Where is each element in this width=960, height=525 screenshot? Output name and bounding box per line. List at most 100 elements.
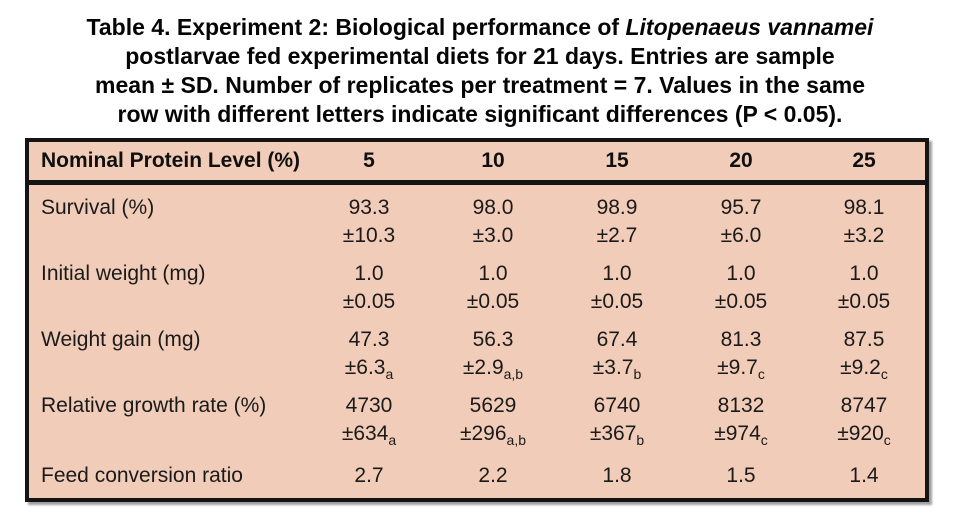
- header-label: Nominal Protein Level (%): [27, 140, 307, 185]
- table-cell: 6740 ±367b: [555, 383, 679, 449]
- caption-line-1: Table 4. Experiment 2: Biological perfor…: [0, 13, 960, 42]
- cell-mean: 95.7: [720, 196, 762, 219]
- row-label: Feed conversion ratio: [41, 464, 243, 487]
- header-col-10: 10: [431, 140, 555, 185]
- significance-letter: a,b: [506, 432, 527, 449]
- table-cell: 1.4: [803, 449, 927, 500]
- row-label: Survival (%): [41, 196, 155, 219]
- table-cell: 1.0 ±0.05: [431, 251, 555, 317]
- table-cell: 1.0 ±0.05: [803, 251, 927, 317]
- table-cell: 98.9 ±2.7: [555, 183, 679, 252]
- table-cell: 81.3 ±9.7c: [679, 317, 803, 383]
- cell-sd: ±2.7: [596, 224, 638, 247]
- significance-letter: a,b: [503, 366, 524, 383]
- table-cell: 8747 ±920c: [803, 383, 927, 449]
- row-label: Relative growth rate (%): [41, 394, 267, 417]
- cell-sd: ±296: [459, 422, 507, 445]
- cell-sd: ±3.2: [843, 224, 885, 247]
- significance-letter: b: [636, 432, 645, 449]
- cell-mean: 87.5: [843, 328, 885, 351]
- caption-line-4: row with different letters indicate sign…: [117, 101, 843, 127]
- significance-letter: b: [633, 366, 642, 383]
- table-cell: 1.0 ±0.05: [307, 251, 431, 317]
- row-label: Initial weight (mg): [41, 262, 206, 285]
- cell-sd: ±10.3: [342, 224, 396, 247]
- cell-sd-line: ±3.0: [432, 222, 554, 250]
- cell-mean: 1.0: [354, 262, 384, 285]
- cell-sd-line: ±3.7b: [556, 354, 678, 382]
- table-row-survival: Survival (%) 93.3 ±10.3 98.0 ±3.0 98.9 ±…: [27, 183, 927, 252]
- cell-sd-line: ±296a,b: [432, 420, 554, 448]
- header-col-20: 20: [679, 140, 803, 185]
- cell-mean: 1.0: [602, 262, 632, 285]
- cell-sd: ±0.05: [590, 290, 644, 313]
- cell-sd-line: ±9.2c: [804, 354, 924, 382]
- table-cell: 56.3 ±2.9a,b: [431, 317, 555, 383]
- cell-mean: 1.0: [478, 262, 508, 285]
- header-col-15: 15: [555, 140, 679, 185]
- cell-sd: ±0.05: [714, 290, 768, 313]
- cell-mean: 98.1: [843, 196, 885, 219]
- cell-mean: 98.0: [472, 196, 514, 219]
- cell-mean: 1.0: [849, 262, 879, 285]
- species-name: Litopenaeus vannamei: [625, 14, 874, 40]
- table-row-weight-gain: Weight gain (mg) 47.3 ±6.3a 56.3 ±2.9a,b…: [27, 317, 927, 383]
- cell-sd-line: ±10.3: [308, 222, 430, 250]
- cell-sd-line: ±634a: [308, 420, 430, 448]
- cell-mean: 4730: [345, 394, 393, 417]
- cell-mean: 81.3: [720, 328, 762, 351]
- cell-sd: ±974: [714, 422, 761, 445]
- table-cell: 2.7: [307, 449, 431, 500]
- table-cell: 1.0 ±0.05: [555, 251, 679, 317]
- cell-sd-line: ±0.05: [804, 288, 924, 316]
- table-cell: 47.3 ±6.3a: [307, 317, 431, 383]
- cell-sd: ±0.05: [466, 290, 520, 313]
- table-row-relative-growth-rate: Relative growth rate (%) 4730 ±634a 5629…: [27, 383, 927, 449]
- table-row-feed-conversion: Feed conversion ratio 2.7 2.2 1.8 1.5 1.…: [27, 449, 927, 500]
- table-cell: 2.2: [431, 449, 555, 500]
- header-col-5: 5: [307, 140, 431, 185]
- cell-sd: ±920: [837, 422, 884, 445]
- cell-sd: ±0.05: [837, 290, 891, 313]
- cell-sd-line: ±6.0: [680, 222, 802, 250]
- table-row-initial-weight: Initial weight (mg) 1.0 ±0.05 1.0 ±0.05 …: [27, 251, 927, 317]
- significance-letter: a: [388, 432, 397, 449]
- cell-sd: ±3.0: [472, 224, 514, 247]
- significance-letter: c: [883, 432, 891, 449]
- table-cell: 1.0 ±0.05: [679, 251, 803, 317]
- cell-mean: 8132: [717, 394, 765, 417]
- table-cell: 98.1 ±3.2: [803, 183, 927, 252]
- significance-letter: c: [880, 366, 888, 383]
- header-col-25: 25: [803, 140, 927, 185]
- table-cell: 4730 ±634a: [307, 383, 431, 449]
- cell-sd-line: ±367b: [556, 420, 678, 448]
- table-cell: 98.0 ±3.0: [431, 183, 555, 252]
- cell-sd-line: ±9.7c: [680, 354, 802, 382]
- cell-sd-line: ±0.05: [432, 288, 554, 316]
- cell-sd-line: ±3.2: [804, 222, 924, 250]
- table-cell: 67.4 ±3.7b: [555, 317, 679, 383]
- row-label: Weight gain (mg): [41, 328, 201, 351]
- table-cell: 1.8: [555, 449, 679, 500]
- cell-mean: 2.7: [354, 464, 384, 487]
- cell-sd: ±367: [589, 422, 637, 445]
- cell-sd: ±9.7: [717, 356, 758, 379]
- cell-sd: ±9.2: [840, 356, 881, 379]
- table-cell: 87.5 ±9.2c: [803, 317, 927, 383]
- cell-mean: 8747: [840, 394, 888, 417]
- cell-mean: 6740: [593, 394, 641, 417]
- table-caption: Table 4. Experiment 2: Biological perfor…: [0, 0, 960, 129]
- cell-mean: 93.3: [348, 196, 390, 219]
- cell-sd-line: ±0.05: [556, 288, 678, 316]
- cell-sd-line: ±2.9a,b: [432, 354, 554, 382]
- caption-line-3: mean ± SD. Number of replicates per trea…: [95, 72, 865, 98]
- cell-sd: ±6.0: [720, 224, 762, 247]
- cell-sd: ±2.9: [462, 356, 504, 379]
- cell-sd: ±0.05: [342, 290, 396, 313]
- table-cell: 5629 ±296a,b: [431, 383, 555, 449]
- significance-letter: c: [760, 432, 768, 449]
- header-row: Nominal Protein Level (%) 5 10 15 20 25: [27, 140, 927, 185]
- cell-mean: 98.9: [596, 196, 638, 219]
- cell-sd: ±6.3: [344, 356, 386, 379]
